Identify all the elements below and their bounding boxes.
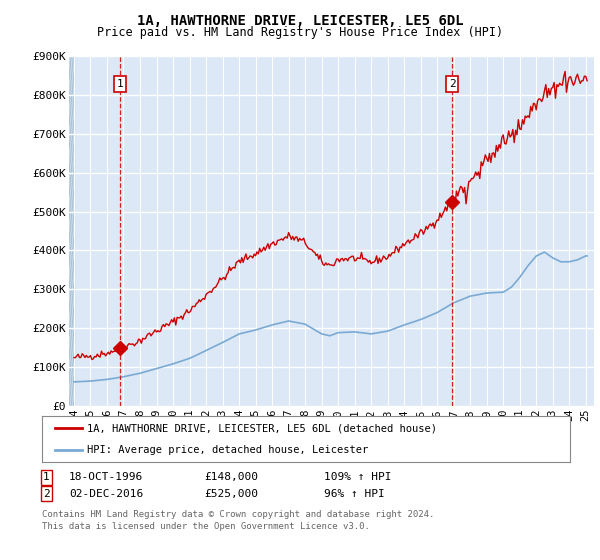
Text: £148,000: £148,000 [204, 472, 258, 482]
Text: 2: 2 [43, 489, 50, 499]
Text: Price paid vs. HM Land Registry's House Price Index (HPI): Price paid vs. HM Land Registry's House … [97, 26, 503, 39]
Text: £525,000: £525,000 [204, 489, 258, 499]
Text: 1A, HAWTHORNE DRIVE, LEICESTER, LE5 6DL (detached house): 1A, HAWTHORNE DRIVE, LEICESTER, LE5 6DL … [87, 423, 437, 433]
Text: 96% ↑ HPI: 96% ↑ HPI [324, 489, 385, 499]
Text: 18-OCT-1996: 18-OCT-1996 [69, 472, 143, 482]
Text: This data is licensed under the Open Government Licence v3.0.: This data is licensed under the Open Gov… [42, 522, 370, 531]
Text: 1: 1 [43, 472, 50, 482]
Text: 109% ↑ HPI: 109% ↑ HPI [324, 472, 392, 482]
Text: 2: 2 [449, 79, 455, 89]
Polygon shape [69, 56, 74, 406]
Text: 02-DEC-2016: 02-DEC-2016 [69, 489, 143, 499]
Text: Contains HM Land Registry data © Crown copyright and database right 2024.: Contains HM Land Registry data © Crown c… [42, 510, 434, 519]
Text: 1: 1 [117, 79, 124, 89]
Text: 1A, HAWTHORNE DRIVE, LEICESTER, LE5 6DL: 1A, HAWTHORNE DRIVE, LEICESTER, LE5 6DL [137, 14, 463, 28]
Text: HPI: Average price, detached house, Leicester: HPI: Average price, detached house, Leic… [87, 445, 368, 455]
